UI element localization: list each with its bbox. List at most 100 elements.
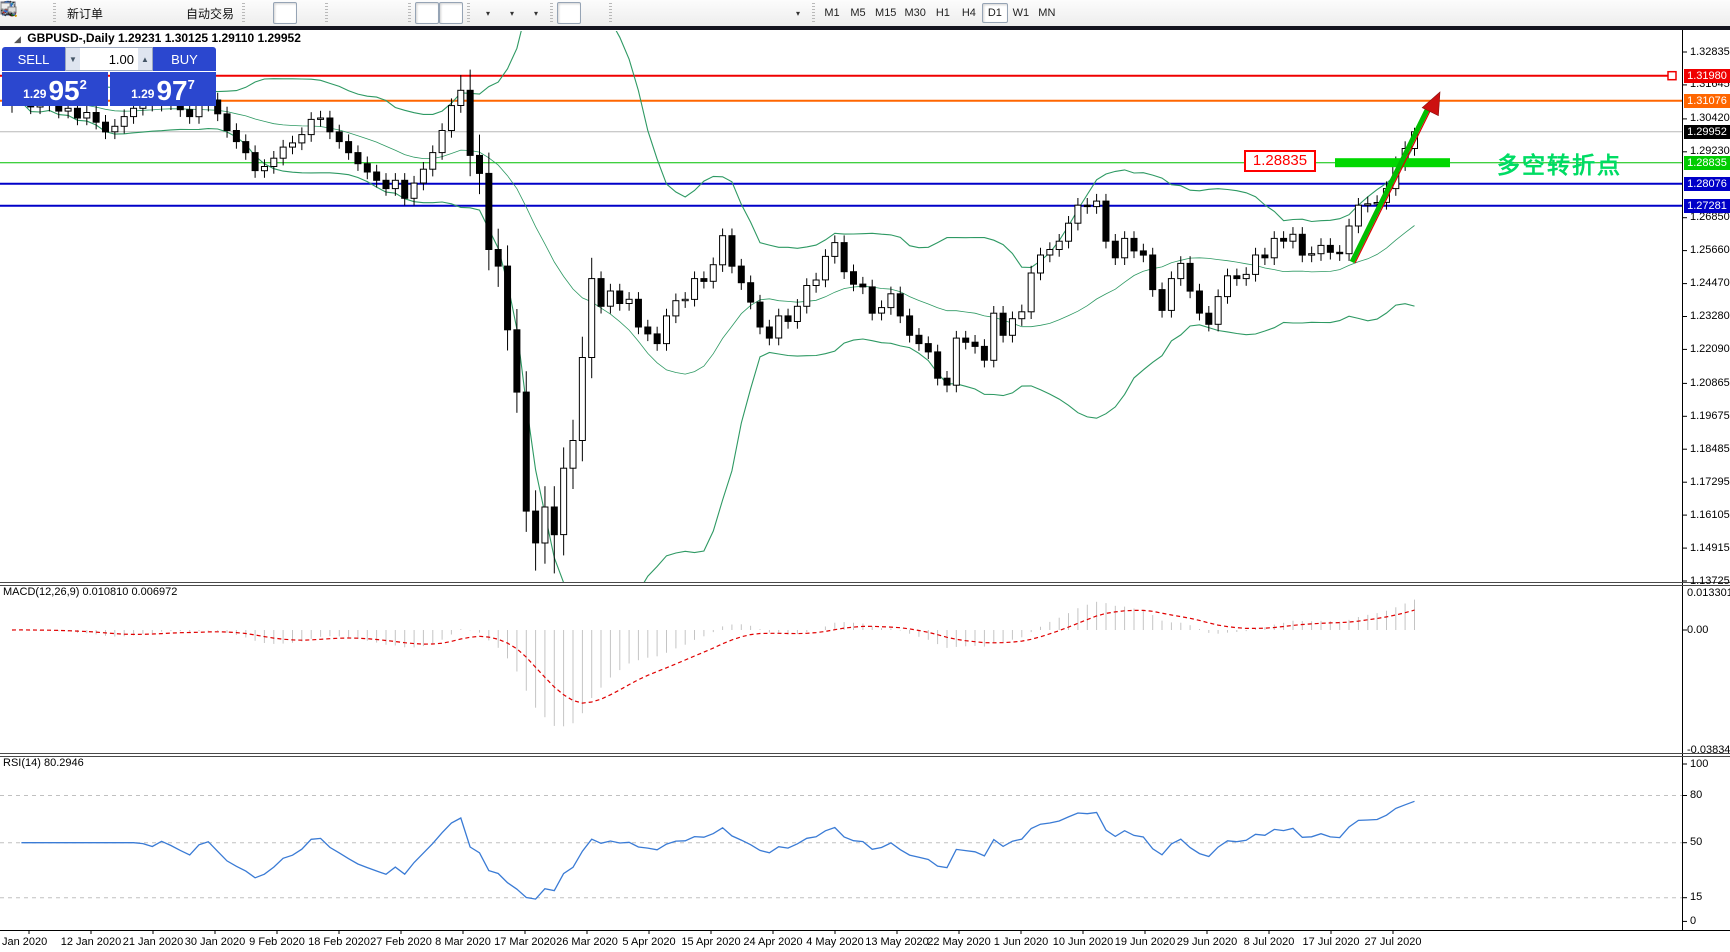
price-tag-1.29952: 1.29952	[1684, 124, 1730, 139]
bollinger-bands	[11, 31, 1415, 582]
rsi-tick: 0	[1690, 914, 1697, 927]
date-label: 22 May 2020	[927, 936, 991, 948]
toolbar-separator	[242, 3, 246, 23]
timeframe-h4[interactable]: H4	[961, 7, 976, 19]
date-label: 5 Apr 2020	[622, 936, 676, 948]
price-tick: 1.19675	[1690, 409, 1730, 422]
date-label: 21 Jan 2020	[122, 936, 184, 948]
price-axis-border	[1682, 30, 1683, 930]
timeframe-h1[interactable]: H1	[935, 7, 950, 19]
volume-stepper: ▼ 1.00 ▲	[65, 47, 153, 71]
price-tick: 1.22090	[1690, 342, 1730, 355]
macd-name: MACD(12,26,9)	[3, 586, 80, 598]
macd-pane-separator2	[0, 585, 1730, 586]
rsi-name: RSI(14)	[3, 757, 41, 769]
date-label: 26 Mar 2020	[556, 936, 618, 948]
ask-prefix: 1.29	[131, 87, 155, 101]
ask-price[interactable]: 1.29 97 7	[110, 72, 216, 106]
timeframe-m1[interactable]: M1	[824, 7, 840, 19]
price-tick: 1.17295	[1690, 475, 1730, 488]
date-label: 27 Feb 2020	[370, 936, 432, 948]
price-tick: 1.18485	[1690, 442, 1730, 455]
timeframe-mn[interactable]: MN	[1038, 7, 1056, 19]
rsi-plot	[0, 795, 1682, 900]
price-tick: 1.23280	[1690, 310, 1730, 322]
rsi-tick: 50	[1690, 836, 1703, 849]
price-tick: 1.32835	[1690, 45, 1730, 58]
date-label: 27 Jul 2020	[1364, 936, 1422, 948]
date-label: 24 Apr 2020	[743, 936, 803, 948]
timeframe-m5[interactable]: M5	[850, 7, 866, 19]
ohlc-open: 1.29231	[117, 31, 162, 45]
highlight-rectangle[interactable]	[1335, 158, 1450, 168]
price-tick: 1.13725	[1690, 574, 1730, 587]
date-label: 8 Jul 2020	[1243, 936, 1295, 948]
date-label: 13 May 2020	[865, 936, 929, 948]
price-tick: 1.26850	[1690, 211, 1730, 224]
rsi-pane-separator[interactable]	[0, 753, 1730, 754]
date-axis-border	[0, 930, 1730, 931]
volume-down-button[interactable]: ▼	[66, 48, 80, 70]
price-tick: 1.20865	[1690, 376, 1730, 389]
chart-title: ◢ GBPUSD-,Daily 1.29231 1.30125 1.29110 …	[14, 31, 301, 45]
hline-objects[interactable]	[0, 70, 1682, 207]
ohlc-low: 1.29110	[211, 31, 255, 45]
date-label: 9 Feb 2020	[249, 936, 305, 948]
date-label: 18 Feb 2020	[308, 936, 370, 948]
price-tag-1.28835: 1.28835	[1684, 155, 1730, 170]
ask-big: 97	[156, 75, 188, 106]
toolbar-right-icons	[0, 1, 1724, 24]
date-label: 19 Jun 2020	[1114, 936, 1176, 948]
price-tag-1.31980: 1.31980	[1684, 68, 1730, 83]
bid-price[interactable]: 1.29 95 2	[2, 72, 108, 106]
buy-button[interactable]: BUY	[153, 47, 216, 71]
macd-tick: 0.00	[1687, 623, 1709, 636]
rsi-tick: 15	[1690, 891, 1703, 904]
chat-icon[interactable]	[0, 2, 1724, 24]
support-price-label[interactable]: 1.28835	[1244, 150, 1316, 172]
macd-signal-value: 0.006972	[131, 586, 178, 598]
date-label: 30 Jan 2020	[184, 936, 246, 948]
macd-pane-separator[interactable]	[0, 582, 1730, 583]
date-label: 17 Jul 2020	[1302, 936, 1360, 948]
bid-big: 95	[48, 75, 80, 106]
price-tick: 1.25660	[1690, 244, 1730, 257]
toolbar-separator	[467, 3, 471, 23]
price-tick: 1.29230	[1690, 145, 1730, 158]
macd-main-value: 0.010810	[82, 586, 129, 598]
date-label: 10 Jun 2020	[1052, 936, 1114, 948]
symbol-period: GBPUSD-,Daily	[27, 31, 115, 45]
timeframe-w1[interactable]: W1	[1012, 7, 1030, 19]
rsi-label: RSI(14) 80.2946	[3, 757, 84, 769]
volume-input[interactable]: 1.00	[80, 48, 138, 70]
timeframe-m30[interactable]: M30	[904, 7, 926, 19]
toolbar-separator	[325, 3, 329, 23]
price-tick: 1.16105	[1690, 508, 1730, 521]
rsi-tick: 80	[1690, 788, 1703, 801]
macd-tick: 0.013301	[1687, 586, 1730, 599]
timeframe-d1[interactable]: D1	[981, 3, 1008, 23]
turning-point-text[interactable]: 多空转折点	[1497, 152, 1622, 178]
sell-button[interactable]: SELL	[2, 47, 65, 71]
price-tag-1.28076: 1.28076	[1684, 176, 1730, 191]
candlestick-series	[8, 69, 1418, 574]
ask-sup: 7	[187, 77, 195, 92]
ohlc-high: 1.30125	[164, 31, 209, 45]
price-tick: 1.14915	[1690, 541, 1730, 554]
volume-up-button[interactable]: ▲	[138, 48, 152, 70]
macd-histogram	[11, 599, 1415, 727]
date-label: 4 May 2020	[806, 936, 864, 948]
date-label: Jan 2020	[2, 936, 48, 948]
toolbar-separator	[550, 3, 554, 23]
timeframe-m15[interactable]: M15	[875, 7, 897, 19]
rsi-value: 80.2946	[43, 757, 84, 769]
date-label: 15 Apr 2020	[681, 936, 741, 948]
price-tag-1.31076: 1.31076	[1684, 93, 1730, 108]
trend-arrow[interactable]	[1349, 91, 1441, 264]
toolbar-separator	[812, 3, 816, 23]
date-label: 17 Mar 2020	[494, 936, 556, 948]
toolbar-divider	[0, 26, 1730, 30]
